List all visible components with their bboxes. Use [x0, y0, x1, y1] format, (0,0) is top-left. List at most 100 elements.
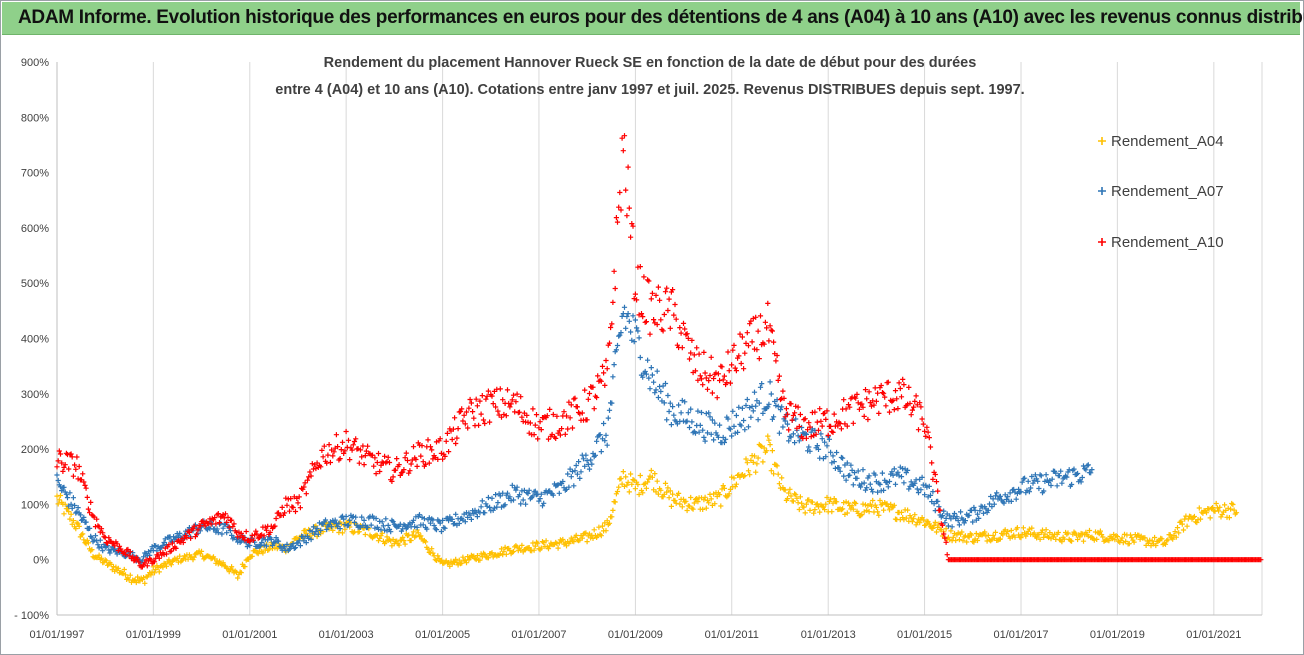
- data-point: [933, 529, 940, 535]
- data-point: [927, 492, 934, 498]
- data-point: [660, 328, 666, 334]
- data-point: [197, 528, 203, 534]
- data-point: [578, 469, 584, 475]
- data-point: [989, 504, 995, 510]
- data-point: [1173, 534, 1179, 540]
- data-point: [478, 411, 484, 417]
- data-point: [727, 426, 733, 432]
- data-point: [326, 442, 332, 448]
- data-point: [886, 409, 893, 415]
- data-point: [658, 317, 664, 323]
- data-point: [84, 494, 90, 500]
- data-point: [750, 408, 756, 414]
- data-point: [637, 354, 643, 361]
- data-point: [465, 425, 471, 431]
- data-point: [597, 432, 603, 438]
- data-point: [122, 572, 129, 578]
- data-point: [566, 484, 572, 490]
- data-point: [1069, 481, 1075, 488]
- data-point: [476, 422, 482, 428]
- data-point: [890, 397, 896, 403]
- data-point: [994, 490, 1000, 496]
- data-point: [222, 511, 229, 517]
- data-point: [66, 509, 72, 515]
- data-point: [980, 510, 987, 516]
- data-point: [919, 416, 925, 422]
- data-point: [136, 559, 142, 565]
- data-point: [768, 468, 774, 474]
- data-point: [230, 536, 236, 542]
- data-point: [166, 557, 172, 563]
- data-point: [359, 514, 365, 520]
- data-point: [1231, 507, 1237, 513]
- data-point: [70, 473, 76, 479]
- data-point: [301, 484, 307, 490]
- data-point: [1030, 480, 1036, 486]
- data-point: [350, 530, 356, 536]
- data-point: [859, 481, 865, 487]
- data-point: [151, 570, 158, 576]
- data-point: [1080, 538, 1087, 544]
- data-point: [717, 422, 723, 428]
- data-point: [667, 325, 673, 331]
- data-point: [871, 402, 877, 408]
- data-point: [81, 479, 87, 485]
- data-point: [407, 468, 413, 474]
- data-point: [658, 388, 664, 395]
- data-point: [468, 516, 474, 522]
- data-point: [882, 394, 888, 400]
- data-point: [629, 221, 635, 227]
- data-point: [813, 431, 819, 437]
- data-point: [599, 523, 606, 529]
- data-point: [879, 390, 885, 396]
- data-point: [279, 504, 285, 510]
- data-point: [666, 408, 672, 415]
- data-point: [876, 512, 882, 518]
- data-point: [536, 498, 542, 504]
- data-point: [768, 327, 774, 333]
- data-point: [474, 553, 480, 559]
- data-point: [379, 519, 385, 525]
- chart-subtitle-line2: entre 4 (A04) et 10 ans (A10). Cotations…: [275, 82, 1024, 98]
- data-point: [494, 504, 500, 510]
- data-point: [755, 328, 761, 334]
- data-point: [68, 501, 74, 507]
- data-point: [915, 427, 922, 433]
- data-point: [423, 461, 429, 467]
- data-point: [721, 439, 727, 446]
- data-point: [233, 530, 240, 536]
- data-point: [1229, 500, 1235, 507]
- data-point: [766, 437, 772, 443]
- data-point: [726, 491, 732, 497]
- data-point: [634, 297, 640, 303]
- data-point: [1180, 527, 1187, 533]
- data-point: [400, 534, 406, 540]
- data-point: [273, 535, 279, 541]
- data-point: [697, 373, 703, 379]
- data-point: [628, 329, 634, 335]
- data-point: [694, 345, 700, 351]
- data-point: [678, 410, 684, 416]
- data-point: [647, 386, 653, 392]
- data-point: [649, 290, 655, 296]
- data-point: [384, 459, 390, 465]
- data-point: [297, 505, 303, 511]
- data-point: [774, 463, 780, 469]
- data-point: [606, 407, 613, 413]
- data-point: [784, 496, 791, 502]
- data-point: [991, 501, 997, 507]
- data-point: [273, 515, 279, 522]
- data-point: [1165, 537, 1171, 543]
- data-point: [962, 518, 968, 524]
- data-point: [767, 442, 773, 448]
- data-point: [665, 485, 671, 491]
- data-point: [539, 503, 546, 509]
- data-point: [121, 566, 127, 573]
- data-point: [789, 417, 795, 423]
- data-point: [556, 490, 562, 496]
- data-point: [926, 435, 932, 441]
- data-point: [754, 347, 760, 353]
- data-point: [57, 451, 64, 457]
- data-point: [788, 434, 794, 440]
- data-point: [1005, 494, 1011, 500]
